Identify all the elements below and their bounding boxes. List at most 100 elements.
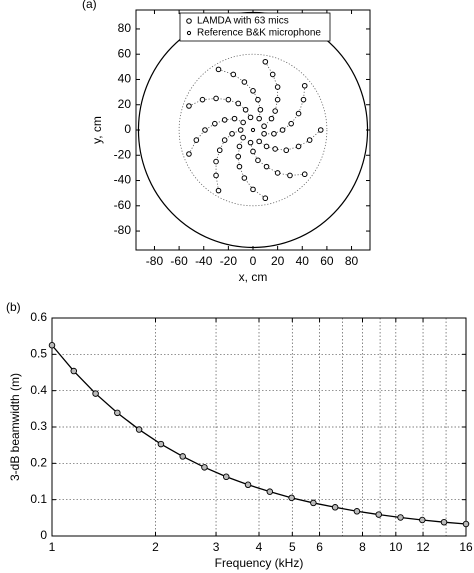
data-marker	[201, 464, 208, 471]
y-tick-label: -20	[114, 147, 132, 161]
legend-box	[179, 12, 331, 42]
plot-frame	[51, 317, 467, 537]
mic-marker	[256, 138, 262, 145]
mic-marker	[257, 106, 264, 113]
data-marker	[440, 518, 448, 526]
x-tick-label: -20	[220, 254, 238, 268]
mic-marker	[237, 127, 244, 133]
y-tick-label: -40	[114, 173, 132, 187]
mic-marker	[231, 115, 238, 122]
x-tick-label: 40	[296, 254, 310, 268]
x-tick-label: 20	[271, 254, 285, 268]
mic-marker	[279, 127, 286, 133]
mic-marker	[250, 148, 256, 155]
x-tick-label: 0	[250, 254, 257, 268]
y-tick-label: 40	[118, 72, 132, 86]
x-tick-label: 60	[320, 254, 334, 268]
mic-marker	[255, 157, 261, 164]
y-tick-label: 0.1	[30, 492, 47, 506]
data-marker	[222, 473, 230, 481]
mic-marker	[215, 187, 222, 194]
mic-marker	[240, 134, 246, 141]
y-axis-label: 3-dB beamwidth (m)	[8, 373, 22, 481]
mic-marker	[274, 170, 281, 176]
y-tick-label: -60	[114, 198, 132, 212]
data-marker	[157, 440, 165, 448]
mic-marker	[256, 115, 262, 122]
x-tick-label: 8	[359, 540, 366, 554]
mic-marker	[213, 95, 219, 102]
y-tick-label: 0	[40, 528, 47, 542]
data-marker	[244, 481, 252, 489]
mic-marker	[186, 151, 192, 157]
mic-marker	[247, 139, 254, 146]
mic-marker	[306, 137, 313, 143]
x-tick-label: 4	[256, 540, 263, 554]
data-marker	[353, 508, 361, 515]
data-marker	[419, 516, 426, 524]
mic-marker	[241, 79, 248, 85]
mic-marker	[272, 146, 278, 152]
x-tick-label: 10	[389, 540, 403, 554]
data-marker	[375, 511, 382, 518]
panel-label: (b)	[6, 300, 21, 314]
data-marker	[114, 409, 121, 417]
x-tick-label: 5	[289, 540, 296, 554]
x-tick-label: -60	[170, 254, 188, 268]
mic-marker	[236, 163, 243, 170]
mic-marker	[247, 114, 254, 121]
mic-marker	[262, 195, 269, 202]
y-axis-label: y, cm	[90, 116, 104, 144]
x-tick-label: -40	[195, 254, 213, 268]
data-marker	[266, 488, 274, 495]
mic-marker	[272, 108, 278, 114]
x-tick-label: 80	[345, 254, 359, 268]
legend-label: Reference B&K microphone	[197, 28, 321, 39]
mic-marker	[213, 158, 219, 165]
mic-marker	[193, 137, 200, 143]
mic-marker	[300, 96, 307, 103]
mic-marker	[250, 88, 256, 94]
legend-marker	[186, 18, 192, 24]
plot-frame	[135, 9, 371, 251]
mic-marker	[186, 103, 192, 109]
y-tick-label: 60	[118, 46, 132, 60]
x-tick-label: 16	[459, 540, 473, 554]
data-marker	[310, 499, 317, 507]
panel-label: (a)	[82, 0, 97, 11]
mic-marker	[274, 84, 281, 90]
mic-marker	[235, 100, 242, 107]
mic-marker	[263, 143, 270, 150]
mic-marker	[261, 130, 267, 137]
mic-marker	[269, 71, 276, 78]
y-tick-label: 0.4	[30, 383, 47, 397]
array-boundary	[137, 11, 369, 249]
data-line	[51, 344, 467, 525]
data-marker	[48, 342, 56, 349]
mic-marker	[263, 163, 270, 170]
x-tick-label: 12	[416, 540, 430, 554]
y-tick-label: 0	[124, 122, 131, 136]
y-tick-label: 0.6	[30, 310, 47, 324]
mic-marker	[242, 106, 249, 113]
mic-marker	[250, 186, 256, 193]
data-marker	[462, 520, 470, 528]
legend-marker	[186, 30, 192, 36]
mic-marker	[250, 127, 256, 133]
y-tick-label: -80	[114, 223, 132, 237]
mic-marker	[268, 115, 275, 122]
mic-marker	[202, 127, 208, 133]
mic-marker	[295, 110, 302, 117]
data-marker	[331, 504, 339, 511]
mic-marker	[213, 172, 219, 179]
mic-marker	[212, 120, 218, 127]
mic-marker	[262, 58, 269, 65]
mic-marker	[283, 147, 290, 154]
y-tick-label: 0.3	[30, 419, 47, 433]
x-tick-label: 6	[316, 540, 323, 554]
mic-marker	[221, 117, 228, 123]
mic-marker	[199, 96, 206, 103]
x-tick-label: 2	[152, 540, 159, 554]
mic-marker	[235, 153, 242, 160]
